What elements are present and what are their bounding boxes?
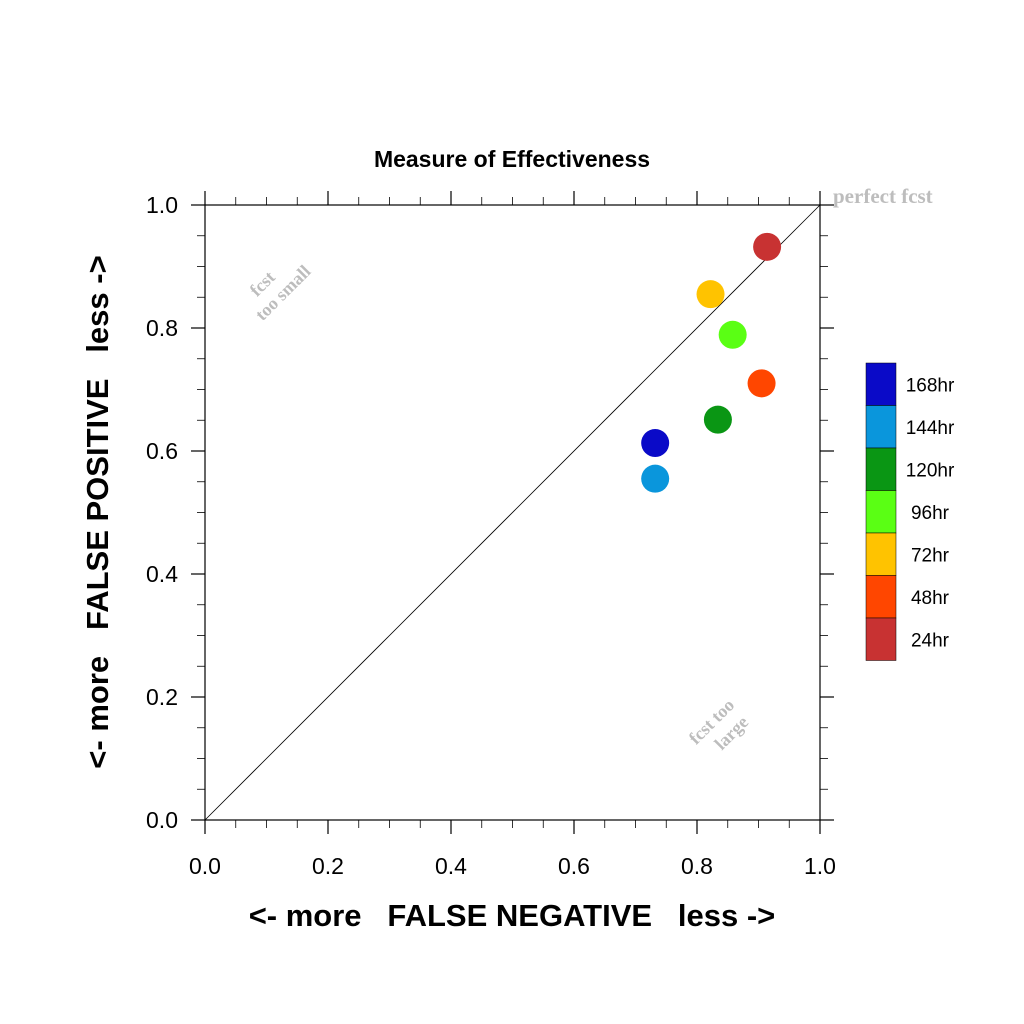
data-points — [641, 232, 782, 493]
y-tick-label: 0.8 — [146, 315, 178, 341]
legend-swatch-96hr — [865, 490, 897, 534]
y-tick-label: 0.6 — [146, 438, 178, 464]
axis-ticks — [191, 191, 834, 834]
point-144hr — [641, 464, 670, 493]
y-tick-label: 0.0 — [146, 807, 178, 833]
legend-swatch-24hr — [865, 617, 897, 661]
x-tick-labels: 0.0 0.2 0.4 0.6 0.8 1.0 — [189, 853, 836, 879]
point-24hr — [753, 232, 782, 261]
point-96hr — [718, 320, 747, 349]
legend-swatch-120hr — [865, 447, 897, 491]
chart-title: Measure of Effectiveness — [374, 146, 650, 172]
x-tick-label: 1.0 — [804, 853, 836, 879]
legend-swatch-168hr — [865, 362, 897, 406]
y-tick-labels: 0.0 0.2 0.4 0.6 0.8 1.0 — [146, 192, 178, 833]
x-axis-label: <- more FALSE NEGATIVE less -> — [249, 898, 776, 933]
y-tick-label: 0.2 — [146, 684, 178, 710]
x-tick-label: 0.6 — [558, 853, 590, 879]
x-tick-label: 0.8 — [681, 853, 713, 879]
diagonal-reference-line — [204, 204, 821, 821]
legend-swatch-48hr — [865, 575, 897, 619]
legend-label-24hr: 24hr — [911, 630, 950, 651]
point-72hr — [696, 280, 725, 309]
y-tick-label: 0.4 — [146, 561, 178, 587]
legend-label-48hr: 48hr — [911, 588, 950, 609]
point-120hr — [703, 405, 732, 434]
x-tick-label: 0.4 — [435, 853, 467, 879]
plot-area: 0.0 0.2 0.4 0.6 0.8 1.0 0.0 0.2 0.4 0.6 0.8 1.0 — [146, 191, 836, 879]
point-168hr — [641, 429, 670, 458]
legend-label-96hr: 96hr — [911, 503, 950, 524]
annotation-too-small: fcst too small — [246, 261, 315, 324]
legend-swatch-144hr — [865, 405, 897, 449]
annotation-too-large: fcst too large — [685, 695, 752, 754]
legend-swatch-72hr — [865, 532, 897, 576]
legend-label-120hr: 120hr — [906, 460, 955, 481]
legend: 168hr 144hr 120hr 96hr 72hr 48hr 24hr — [865, 362, 955, 661]
x-tick-label: 0.2 — [312, 853, 344, 879]
point-48hr — [747, 369, 776, 398]
y-axis-label: <- more FALSE POSITIVE less -> — [80, 255, 115, 768]
annotation-perfect-fcst: perfect fcst — [833, 184, 933, 208]
y-tick-label: 1.0 — [146, 192, 178, 218]
legend-label-168hr: 168hr — [906, 375, 955, 396]
legend-label-72hr: 72hr — [911, 545, 950, 566]
x-tick-label: 0.0 — [189, 853, 221, 879]
legend-label-144hr: 144hr — [906, 418, 955, 439]
